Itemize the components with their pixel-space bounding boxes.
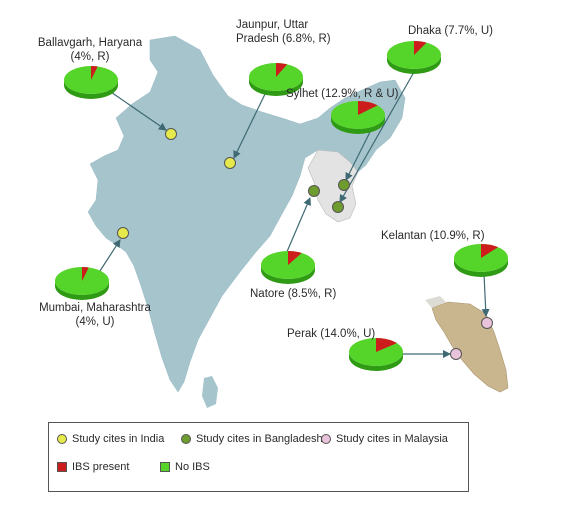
label-dhaka: Dhaka (7.7%, U) [408,25,494,37]
legend-item-india: Study cites in India [57,433,164,445]
pie-dhaka-side [387,55,441,74]
arrow-kelantan [481,273,490,317]
legend-malaysia-label: Study cites in Malaysia [336,433,448,445]
legend-bangladesh-label: Study cites in Bangladesh [196,433,323,445]
malaysia-landmass [431,301,509,393]
dot-mumbai [117,227,129,239]
pie-jaunpur-ibs-slice [276,63,288,77]
pie-jaunpur [249,63,303,96]
legend-item-ibs: IBS present [57,461,129,473]
label-natore: Natore (8.5%, R) [250,288,337,300]
label-ballavgarh-line2: (4%, R) [70,51,110,63]
pie-mumbai-side [55,281,109,300]
legend-item-noibs: No IBS [160,461,210,473]
dot-kelantan [481,317,493,329]
label-jaunpur: Jaunpur, Uttar Pradesh (6.8%, R) [236,18,356,46]
label-mumbai: Mumbai, Maharashtra (4%, U) [30,301,160,329]
dot-ballavgarh [165,128,177,140]
dot-perak [450,348,462,360]
label-perak: Perak (14.0%, U) [287,328,376,340]
pie-jaunpur-side [249,77,303,96]
dot-jaunpur [224,157,236,169]
dot-dhaka [332,201,344,213]
label-ballavgarh: Ballavgarh, Haryana (4%, R) [20,36,160,64]
pie-natore-side [261,265,315,284]
india-landmass [87,35,406,393]
label-jaunpur-line2: Pradesh (6.8%, R) [236,33,331,45]
arrow-ballavgarh [107,89,167,131]
dot-natore [308,185,320,197]
label-jaunpur-line1: Jaunpur, Uttar [236,19,309,31]
red-square-icon [57,462,67,472]
green-square-icon [160,462,170,472]
pie-ballavgarh [64,66,118,99]
label-sylhet: Sylhet (12.9%, R & U) [286,88,399,100]
pie-sylhet-ibs-slice [358,101,378,115]
bangladesh-landmass [307,149,359,223]
arrow-dhaka [339,71,415,203]
arrow-sylhet [345,131,371,181]
arrow-natore [285,197,311,255]
pie-mumbai [55,267,109,300]
legend-item-bangladesh: Study cites in Bangladesh [181,433,323,445]
pie-kelantan [454,244,508,277]
pie-charts [55,41,508,371]
dot-sylhet [338,179,350,191]
arrow-jaunpur [233,91,267,159]
pie-dhaka [387,41,441,74]
pie-ballavgarh-side [64,80,118,99]
legend-ibs-label: IBS present [72,461,130,473]
green-dot-icon [181,434,191,444]
neighbor-landmass [425,296,446,308]
legend: Study cites in India Study cites in Bang… [48,422,469,492]
pie-natore-ibs-slice [288,251,302,265]
pie-ballavgarh-ibs-slice [91,66,98,80]
yellow-dot-icon [57,434,67,444]
label-mumbai-line1: Mumbai, Maharashtra [39,302,151,314]
label-ballavgarh-line1: Ballavgarh, Haryana [37,37,143,49]
pie-kelantan-ibs-slice [481,244,499,258]
legend-india-label: Study cites in India [72,433,165,445]
legend-noibs-label: No IBS [175,461,210,473]
pie-perak-ibs-slice [376,338,397,352]
pie-kelantan-side [454,258,508,277]
label-kelantan: Kelantan (10.9%, R) [381,230,485,242]
sri-lanka-landmass [202,376,218,408]
pie-dhaka-ibs-slice [414,41,427,55]
legend-item-malaysia: Study cites in Malaysia [321,433,448,445]
pie-sylhet-side [331,115,385,134]
pink-dot-icon [321,434,331,444]
pie-mumbai-ibs-slice [82,267,89,281]
pie-sylhet [331,101,385,134]
pie-perak-side [349,352,403,371]
site-dots [117,128,493,360]
arrow-mumbai [97,239,121,275]
pie-perak [349,338,403,371]
label-mumbai-line2: (4%, U) [75,316,115,328]
pie-natore [261,251,315,284]
connector-arrows [97,71,490,358]
